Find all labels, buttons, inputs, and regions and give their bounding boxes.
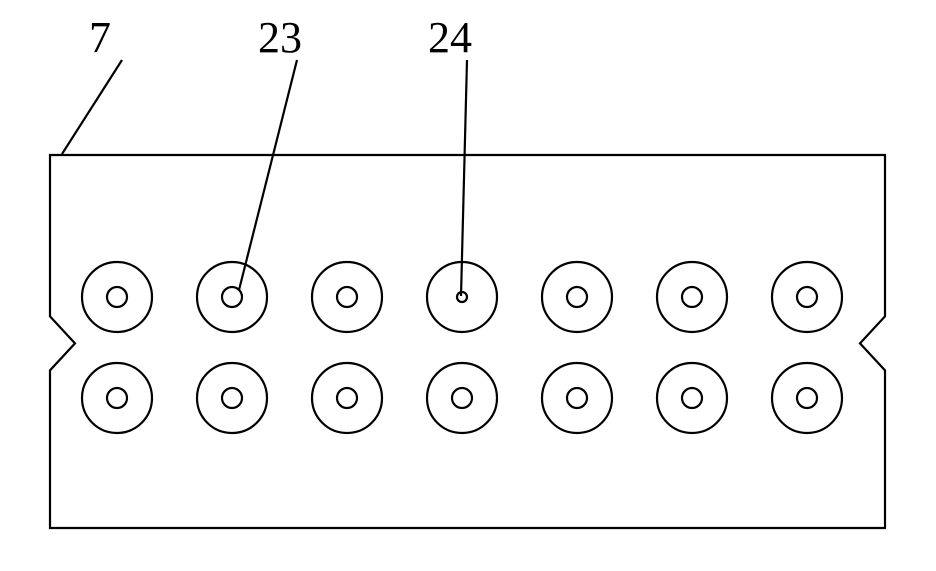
hole-outer <box>657 262 727 332</box>
hole-inner <box>107 287 127 307</box>
callout-label: 7 <box>89 13 111 62</box>
hole-inner <box>452 388 472 408</box>
hole-inner <box>797 287 817 307</box>
hole-inner <box>337 287 357 307</box>
hole-outer <box>772 262 842 332</box>
hole-inner <box>797 388 817 408</box>
hole-outer <box>312 363 382 433</box>
callout-label: 23 <box>258 13 302 62</box>
hole-inner <box>222 388 242 408</box>
diagram-canvas: 7 23 24 <box>0 0 936 571</box>
callout-label: 24 <box>428 13 472 62</box>
hole-inner <box>337 388 357 408</box>
callout-leader <box>62 60 122 154</box>
hole-inner <box>567 388 587 408</box>
hole-inner <box>682 287 702 307</box>
hole-inner <box>567 287 587 307</box>
hole-outer <box>657 363 727 433</box>
hole-outer <box>197 262 267 332</box>
hole-outer <box>772 363 842 433</box>
hole-outer <box>542 262 612 332</box>
block-outline <box>50 155 885 528</box>
hole-outer <box>82 363 152 433</box>
hole-outer <box>427 363 497 433</box>
hole-outer <box>82 262 152 332</box>
hole-inner <box>107 388 127 408</box>
hole-outer <box>312 262 382 332</box>
hole-outer <box>542 363 612 433</box>
callout-leader <box>461 60 467 296</box>
hole-inner <box>682 388 702 408</box>
hole-outer <box>197 363 267 433</box>
callout-leader <box>239 60 297 290</box>
